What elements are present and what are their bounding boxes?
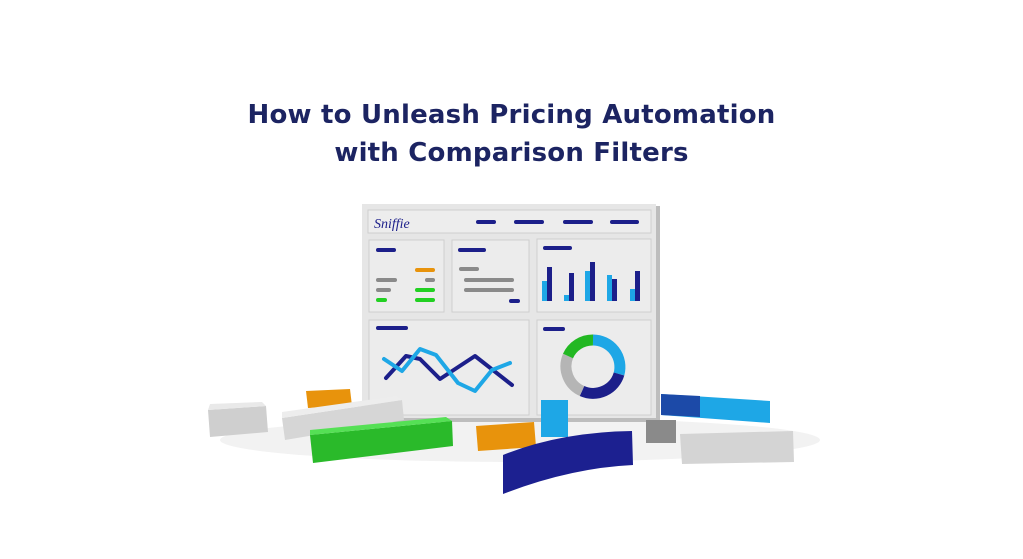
3d-blocks (208, 389, 794, 494)
text-placeholders (376, 246, 572, 331)
line-chart-icon (382, 347, 514, 393)
donut-chart-icon (560, 334, 626, 399)
page-title: How to Unleash Pricing Automation with C… (0, 96, 1023, 172)
title-line-2: with Comparison Filters (334, 138, 689, 168)
bar-chart-icon (542, 262, 640, 301)
board-header (367, 209, 652, 234)
title-line-1: How to Unleash Pricing Automation (247, 100, 776, 130)
logo: Sniffie (374, 217, 410, 232)
dashboard-board: Sniffie (362, 204, 660, 422)
